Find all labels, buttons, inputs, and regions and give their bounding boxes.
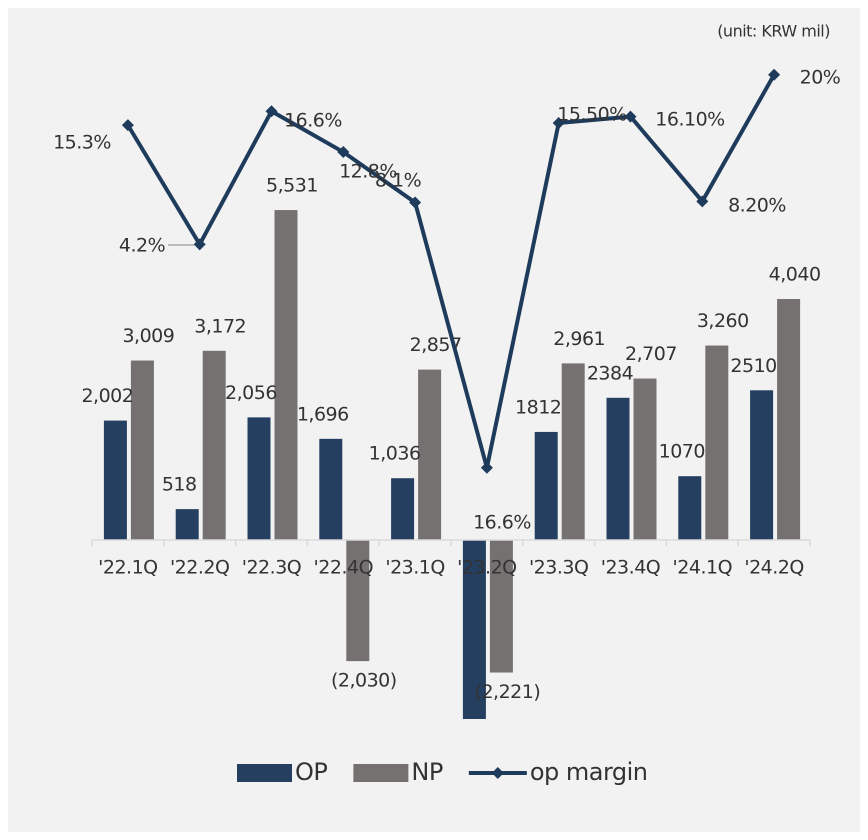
line-marker: [121, 119, 134, 132]
data-label: 1,696: [297, 403, 349, 425]
x-tick-label: '22.4Q: [314, 557, 373, 579]
data-label: 1812: [515, 396, 561, 418]
data-label: 16.10%: [655, 109, 724, 131]
line-marker: [193, 238, 206, 251]
data-label: 3,009: [122, 325, 174, 347]
data-label: (2,030): [331, 670, 397, 692]
x-tick-label: '23.1Q: [385, 557, 444, 579]
data-label: 15.3%: [53, 132, 111, 154]
line-marker: [337, 146, 350, 159]
legend-marker: [491, 767, 504, 779]
x-tick-label: '24.2Q: [744, 557, 803, 579]
bar: [462, 540, 486, 719]
legend-label: OP: [295, 758, 327, 786]
data-label: 4.2%: [119, 235, 165, 257]
data-label: 1070: [659, 441, 705, 463]
data-label: 2,707: [625, 343, 677, 365]
data-label: 518: [162, 474, 197, 496]
data-label: 12.8%: [339, 161, 397, 183]
data-label: 3,260: [697, 310, 749, 332]
data-label: 2,002: [81, 385, 133, 407]
bar: [750, 390, 774, 541]
legend-swatch: [237, 764, 292, 782]
data-label: 8.20%: [728, 195, 786, 217]
data-label: 3,172: [194, 315, 246, 337]
line-marker: [265, 105, 278, 118]
data-label: 2,857: [410, 334, 462, 356]
x-tick-label: '23.2Q: [457, 557, 516, 579]
bar: [274, 210, 298, 541]
x-tick-label: '22.3Q: [242, 557, 301, 579]
bar: [391, 478, 415, 541]
data-label: 2,056: [225, 382, 277, 404]
line-marker: [552, 117, 565, 130]
legend-swatch: [353, 764, 409, 782]
data-label: 2384: [587, 362, 634, 384]
legend-label: NP: [411, 758, 442, 786]
bar: [319, 438, 343, 541]
data-label: 8.1%: [375, 170, 421, 192]
bar: [130, 360, 154, 541]
legend-label: op margin: [530, 758, 648, 786]
data-label: 15.50%: [557, 104, 626, 126]
bar: [202, 350, 226, 541]
bar: [561, 363, 585, 541]
bar: [489, 540, 513, 673]
data-label: 2,961: [553, 328, 605, 350]
data-label: 16.6%: [284, 110, 342, 132]
data-label: 16.6%: [473, 512, 531, 534]
data-label: 20%: [800, 67, 841, 89]
bar: [534, 431, 558, 541]
bar: [678, 476, 702, 541]
x-tick-label: '24.1Q: [673, 557, 732, 579]
bar: [705, 345, 729, 541]
bar: [103, 420, 127, 541]
x-tick-label: '23.3Q: [529, 557, 588, 579]
bar: [777, 299, 801, 541]
x-tick-label: '22.2Q: [170, 557, 229, 579]
x-tick-label: '23.4Q: [601, 557, 660, 579]
data-label: (2,221): [475, 681, 541, 703]
x-tick-label: '22.1Q: [98, 557, 157, 579]
bar: [247, 417, 271, 541]
bar: [606, 397, 630, 541]
data-label: 2510: [730, 355, 776, 377]
line-marker: [480, 461, 493, 474]
line-marker: [624, 110, 637, 123]
line-marker: [768, 68, 781, 81]
bar: [346, 540, 370, 662]
data-label: 1,036: [369, 443, 421, 465]
bar: [418, 369, 442, 541]
line-marker: [696, 195, 709, 208]
line: [126, 73, 776, 469]
line-marker: [409, 196, 422, 209]
bar: [633, 378, 657, 541]
unit-note: (unit: KRW mil): [717, 22, 830, 41]
bar: [175, 509, 199, 541]
data-label: 4,040: [769, 264, 821, 286]
data-label: 5,531: [266, 175, 318, 197]
